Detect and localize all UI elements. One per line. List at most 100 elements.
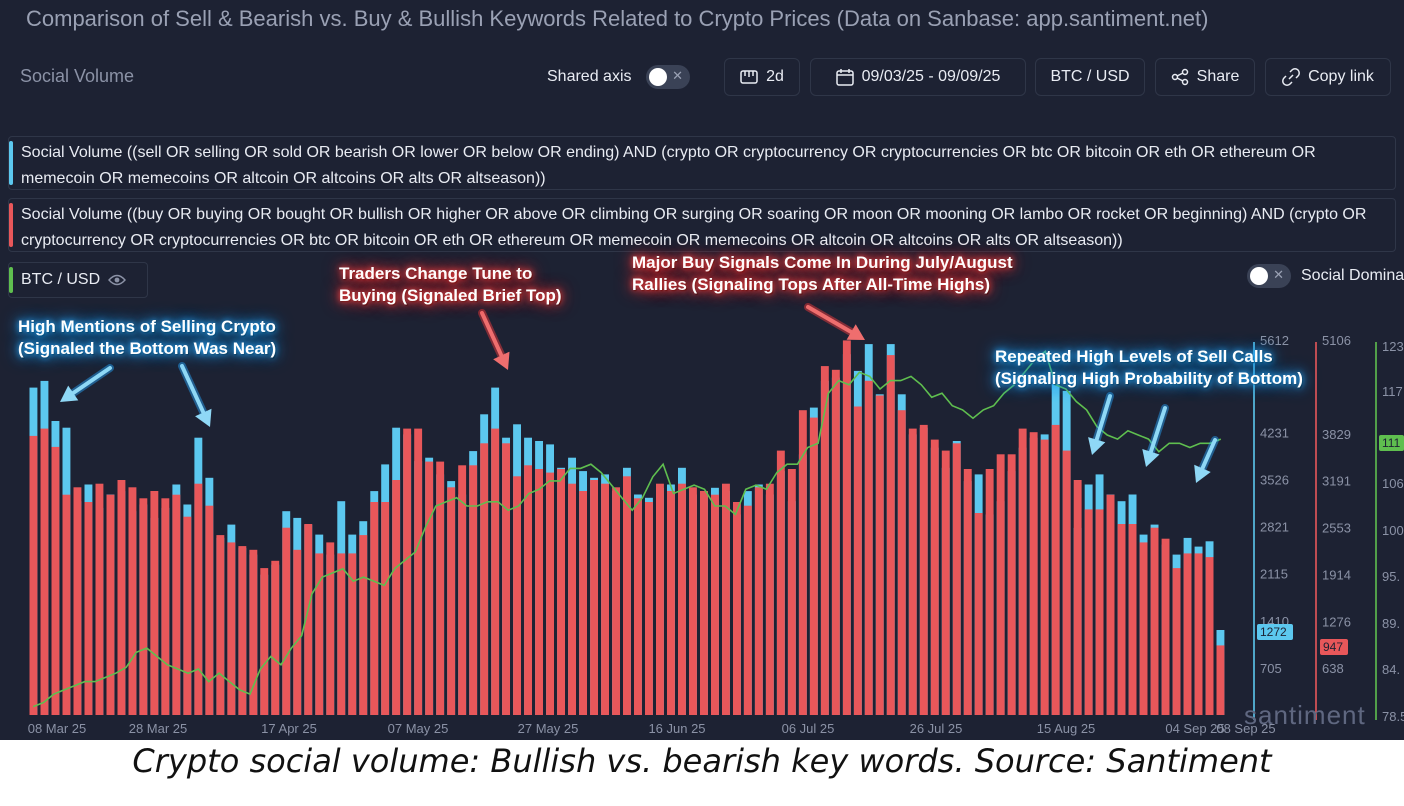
buy-bar (436, 461, 445, 715)
buy-bar (271, 560, 280, 715)
date-range-label: 09/03/25 - 09/09/25 (861, 68, 1001, 85)
buy-bar (480, 443, 489, 715)
buy-bar (875, 395, 884, 715)
buy-bar (194, 483, 203, 715)
pair-label: BTC / USD (1050, 68, 1130, 85)
buy-bar (733, 502, 741, 715)
btc-axis-tick: 95. (1382, 569, 1400, 584)
buy-bar (579, 491, 587, 715)
eye-icon[interactable] (108, 274, 127, 286)
buy-bar (722, 483, 730, 715)
buy-bar (51, 446, 60, 715)
annotation-line: (Signaling High Probability of Bottom) (995, 369, 1303, 388)
buy-bar (831, 369, 840, 715)
btc-usd-metric-chip[interactable]: BTC / USD (8, 262, 148, 298)
btc-axis-tick: 106 (1382, 476, 1404, 491)
btc-axis-tick: 117 (1382, 384, 1403, 399)
ruler-icon (740, 70, 758, 84)
annotation-major-buy: Major Buy Signals Come In During July/Au… (632, 252, 1013, 296)
metric-tab-name: Social Volume (20, 66, 135, 86)
sell-current-value: 1272 (1260, 625, 1287, 639)
sell-axis-tick: 4231 (1260, 425, 1289, 440)
buy-bar (73, 487, 82, 715)
share-button[interactable]: Share (1155, 58, 1255, 96)
buy-bar (348, 553, 357, 715)
btc-axis-tick: 84. (1382, 662, 1400, 677)
buy-bar (546, 472, 554, 715)
buy-axis-tick: 2553 (1322, 521, 1351, 536)
buy-bar (590, 480, 598, 715)
buy-bar (370, 502, 379, 715)
pair-button[interactable]: BTC / USD (1035, 58, 1145, 96)
buy-bar (809, 417, 818, 715)
buy-bar (1029, 432, 1038, 715)
btc-price-line (32, 350, 1222, 708)
buy-bar (634, 498, 642, 715)
buy-axis-tick: 638 (1322, 661, 1344, 676)
buy-bar (447, 487, 456, 715)
interval-button[interactable]: 2d (724, 58, 800, 96)
buy-current-value: 947 (1323, 640, 1343, 654)
sell-axis-tick: 2115 (1260, 567, 1288, 582)
sell-current-value-bg (1257, 624, 1293, 640)
buy-bar (1084, 509, 1093, 715)
sell-axis-tick: 5612 (1260, 333, 1289, 348)
buy-bar (150, 491, 159, 715)
shared-axis-toggle[interactable]: ✕ (646, 65, 690, 89)
close-icon: ✕ (1273, 267, 1284, 282)
page-title: Comparison of Sell & Bearish vs. Buy & B… (26, 6, 1209, 31)
buy-bar (62, 494, 71, 715)
metric-row-buy[interactable]: Social Volume ((buy OR buying OR bought … (8, 198, 1396, 252)
chart-stage: Comparison of Sell & Bearish vs. Buy & B… (0, 0, 1404, 740)
buy-bar (1051, 424, 1060, 715)
sell-axis-tick: 705 (1260, 661, 1282, 676)
buy-bar (1018, 428, 1027, 715)
buy-bar (1095, 509, 1104, 715)
annotation-line: Major Buy Signals Come In During July/Au… (632, 253, 1013, 272)
buy-bar (787, 469, 796, 715)
buy-color-bar (9, 203, 13, 247)
toggle-knob (649, 68, 667, 86)
buy-bar (941, 450, 950, 715)
metric-row-sell[interactable]: Social Volume ((sell OR selling OR sold … (8, 136, 1396, 190)
buy-bar (689, 487, 697, 715)
buy-bar (315, 553, 324, 715)
buy-bar (985, 469, 994, 715)
buy-bar (106, 494, 115, 715)
x-axis-tick: 06 Jul 25 (782, 721, 835, 736)
buy-bar (1106, 494, 1115, 715)
buy-bar (568, 483, 576, 715)
buy-bar (1007, 454, 1016, 715)
buy-axis-tick: 3191 (1322, 474, 1351, 489)
buy-bar (513, 476, 521, 715)
annotation-arrow (1194, 436, 1219, 483)
btc-current-value: 111 (1382, 436, 1401, 450)
buy-bar (700, 491, 708, 715)
buy-bar (1161, 538, 1170, 715)
buy-bar (161, 498, 170, 715)
buy-bar (612, 487, 620, 715)
social-dominance-label: Social Domina (1301, 267, 1404, 284)
annotation-line: Rallies (Signaling Tops After All-Time H… (632, 275, 990, 294)
buy-bar (381, 502, 390, 715)
buy-bar (908, 428, 917, 715)
annotation-arrow (60, 364, 114, 402)
buy-bar (765, 483, 774, 715)
social-dominance-toggle[interactable]: ✕ (1247, 264, 1291, 288)
x-axis-tick: 04 Sep 25 (1165, 721, 1224, 736)
annotation-line: High Mentions of Selling Crypto (18, 317, 276, 336)
buy-bar (798, 410, 807, 715)
copy-link-button[interactable]: Copy link (1265, 58, 1391, 96)
buy-bar (743, 505, 752, 715)
annotation-arrow (1142, 404, 1169, 467)
buy-bar (1139, 542, 1148, 715)
interval-label: 2d (766, 68, 784, 85)
buy-bar (205, 505, 214, 715)
buy-bar (95, 483, 104, 715)
buy-bar (853, 406, 862, 715)
x-axis-tick: 08 Sep 25 (1216, 721, 1275, 736)
annotation-bottom-near: High Mentions of Selling Crypto (Signale… (18, 316, 276, 360)
x-axis-tick: 28 Mar 25 (129, 721, 188, 736)
date-range-button[interactable]: 09/03/25 - 09/09/25 (810, 58, 1026, 96)
buy-bar (1216, 645, 1225, 715)
